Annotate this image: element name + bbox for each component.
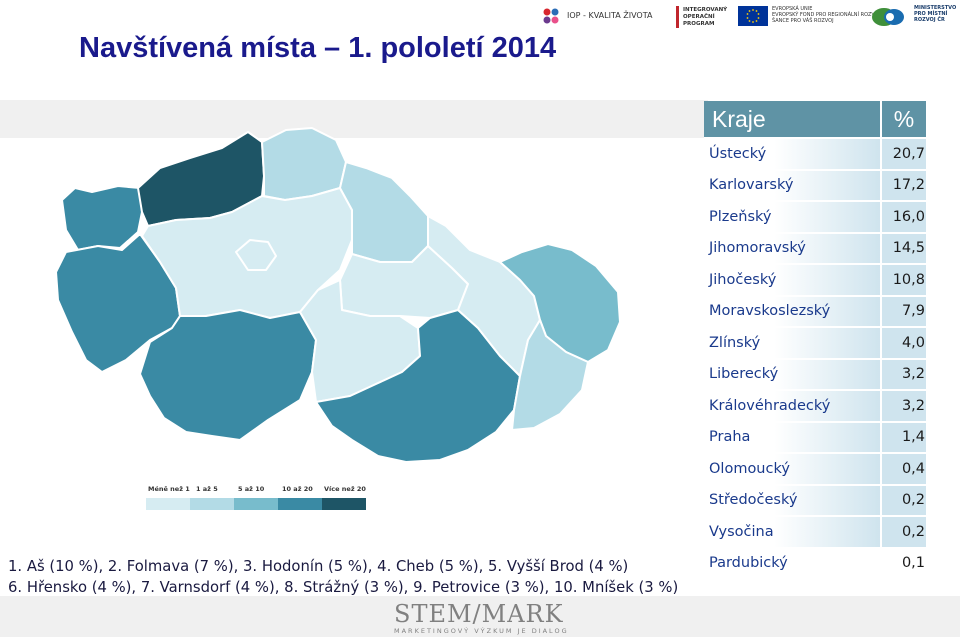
op-logo-line: OPERAČNÍ	[683, 14, 715, 20]
stemmark-tagline: MARKETINGOVÝ VÝZKUM JE DIALOG	[394, 627, 569, 635]
table-row: Zlínský 4,0	[704, 328, 926, 360]
region-name: Ústecký	[704, 139, 880, 171]
legend-label: 1 až 5	[196, 485, 218, 493]
region-name: Olomoucký	[704, 454, 880, 486]
table-row: Vysočina 0,2	[704, 517, 926, 549]
region-hradec	[339, 161, 429, 263]
region-name: Praha	[704, 422, 880, 454]
region-percent: 4,0	[880, 328, 926, 360]
table-row: Jihočeský 10,8	[704, 265, 926, 297]
table-row: Ústecký 20,7	[704, 139, 926, 171]
table-row: Praha 1,4	[704, 422, 926, 454]
legend-swatch	[146, 498, 190, 510]
column-header-percent: %	[880, 101, 926, 139]
iop-logo: IOP - KVALITA ŽIVOTA	[543, 6, 673, 28]
region-name: Středočeský	[704, 485, 880, 517]
legend-label: 10 až 20	[282, 485, 313, 493]
region-percent: 1,4	[880, 422, 926, 454]
region-name: Karlovarský	[704, 170, 880, 202]
region-percent: 17,2	[880, 170, 926, 202]
iop-dots-icon	[543, 8, 559, 24]
eu-flag-icon	[738, 6, 768, 26]
region-percent: 16,0	[880, 202, 926, 234]
table-row: Plzeňský 16,0	[704, 202, 926, 234]
region-name: Liberecký	[704, 359, 880, 391]
region-karlovy-vary	[61, 185, 143, 251]
legend-swatch	[234, 498, 278, 510]
region-name: Královéhradecký	[704, 391, 880, 423]
region-moravskoslezsky	[499, 243, 621, 363]
table-row: Liberecký 3,2	[704, 359, 926, 391]
legend-label: Více než 20	[324, 485, 366, 493]
op-logo-line: PROGRAM	[683, 21, 715, 27]
table-row: Jihomoravský 14,5	[704, 233, 926, 265]
stemmark-logo: STEM/MARK MARKETINGOVÝ VÝZKUM JE DIALOG	[390, 600, 590, 636]
region-percent: 20,7	[880, 139, 926, 171]
region-percent: 14,5	[880, 233, 926, 265]
czech-regions-map	[55, 127, 621, 463]
table-row: Královéhradecký 3,2	[704, 391, 926, 423]
region-percent: 0,1	[880, 548, 926, 578]
legend-swatch	[190, 498, 234, 510]
map-legend: Méně než 1 1 až 5 5 až 10 10 až 20 Více …	[146, 485, 368, 510]
region-percent: 0,2	[880, 485, 926, 517]
table-row: Středočeský 0,2	[704, 485, 926, 517]
region-name: Moravskoslezský	[704, 296, 880, 328]
eu-logo-line: EVROPSKÁ UNIE	[772, 6, 813, 12]
eu-logo-line: ŠANCE PRO VÁŠ ROZVOJ	[772, 18, 834, 24]
region-name: Zlínský	[704, 328, 880, 360]
legend-swatch	[322, 498, 366, 510]
divider-band	[0, 100, 708, 138]
region-zlin	[511, 319, 589, 431]
table-row: Pardubický 0,1	[704, 548, 926, 578]
ministry-logo-text: MINISTERSTVO PRO MÍSTNÍ ROZVOJ ČR	[914, 5, 956, 23]
top-places-list: 1. Aš (10 %), 2. Folmava (7 %), 3. Hodon…	[8, 556, 678, 598]
region-jihomoravsky	[315, 309, 521, 463]
top-places-line: 6. Hřensko (4 %), 7. Varnsdorf (4 %), 8.…	[8, 579, 679, 596]
region-name: Plzeňský	[704, 202, 880, 234]
column-header-region: Kraje	[704, 101, 880, 139]
region-name: Vysočina	[704, 517, 880, 549]
eu-logo-text: EVROPSKÁ UNIE EVROPSKÝ FOND PRO REGIONÁL…	[772, 6, 880, 24]
legend-swatch	[278, 498, 322, 510]
ministry-logo-line: PRO MÍSTNÍ	[914, 11, 948, 17]
table-row: Karlovarský 17,2	[704, 170, 926, 202]
region-percent: 3,2	[880, 359, 926, 391]
region-praha	[235, 239, 277, 271]
regions-table: Kraje % Ústecký 20,7 Karlovarský 17,2 Plze…	[704, 101, 926, 578]
op-logo-line: INTEGROVANÝ	[683, 7, 728, 13]
page-title: Navštívená místa – 1. pololetí 2014	[79, 32, 557, 64]
op-logo: INTEGROVANÝ OPERAČNÍ PROGRAM	[676, 6, 734, 28]
region-name: Jihomoravský	[704, 233, 880, 265]
top-places-line: 1. Aš (10 %), 2. Folmava (7 %), 3. Hodon…	[8, 558, 629, 575]
region-name: Pardubický	[704, 548, 880, 578]
iop-logo-text: IOP - KVALITA ŽIVOTA	[567, 11, 653, 20]
ministry-logo: MINISTERSTVO PRO MÍSTNÍ ROZVOJ ČR	[870, 4, 960, 30]
table-row: Olomoucký 0,4	[704, 454, 926, 486]
legend-label: Méně než 1	[148, 485, 190, 493]
table-header-row: Kraje %	[704, 101, 926, 139]
ministry-logo-line: MINISTERSTVO	[914, 5, 957, 11]
region-jihocesky	[139, 309, 317, 441]
region-percent: 3,2	[880, 391, 926, 423]
eu-logo-line: EVROPSKÝ FOND PRO REGIONÁLNÍ ROZVOJ	[772, 12, 881, 18]
header-logo-bar: IOP - KVALITA ŽIVOTA INTEGROVANÝ OPERAČN…	[0, 0, 960, 36]
table-row: Moravskoslezský 7,9	[704, 296, 926, 328]
region-name: Jihočeský	[704, 265, 880, 297]
footer-band	[0, 596, 960, 637]
ministry-logo-line: ROZVOJ ČR	[914, 17, 945, 23]
region-percent: 10,8	[880, 265, 926, 297]
region-percent: 0,2	[880, 517, 926, 549]
stemmark-brand: STEM/MARK	[394, 600, 564, 628]
ministry-emblem-icon	[872, 8, 904, 26]
legend-label: 5 až 10	[238, 485, 265, 493]
region-percent: 7,9	[880, 296, 926, 328]
region-percent: 0,4	[880, 454, 926, 486]
